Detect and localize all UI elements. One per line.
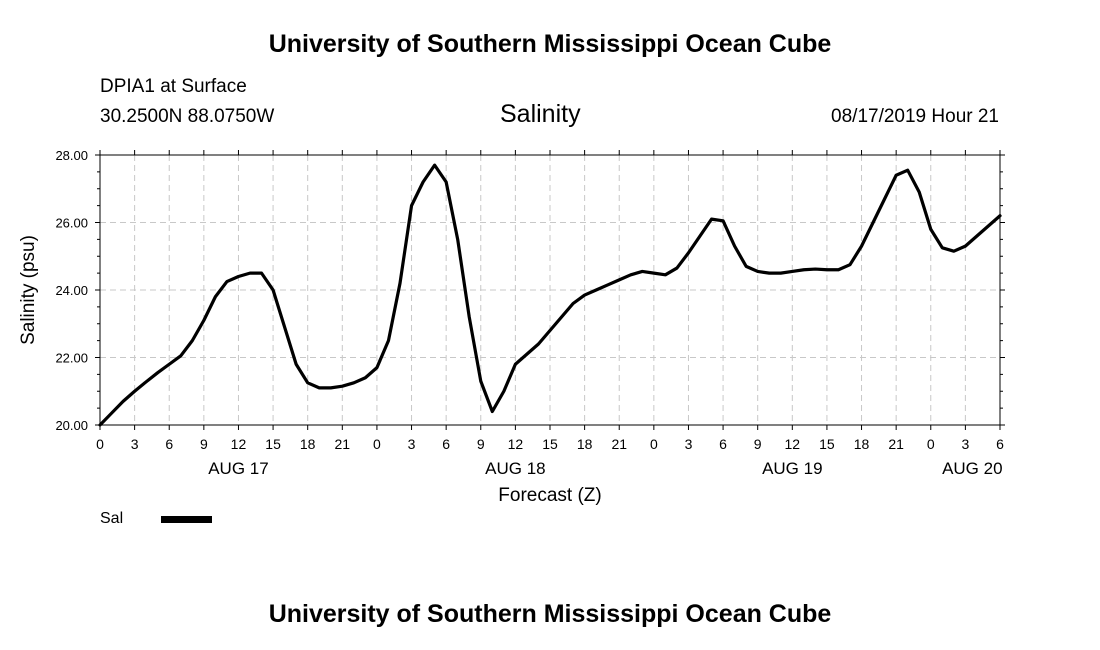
page-title: University of Southern Mississippi Ocean… (268, 30, 832, 58)
x-day-label: AUG 20 (942, 459, 1002, 478)
x-tick-label: 6 (719, 436, 727, 452)
y-tick-label: 24.00 (55, 283, 88, 298)
y-tick-label: 28.00 (55, 148, 88, 163)
x-tick-label: 0 (373, 436, 381, 452)
x-tick-label: 6 (165, 436, 173, 452)
legend-label: Sal (100, 510, 124, 527)
y-tick-label: 26.00 (55, 216, 88, 231)
plot-frame (99, 154, 1001, 426)
x-tick-label: 21 (335, 436, 351, 452)
label-layer: 20.00 22.00 24.00 26.00 28.00 0 3 6 9 12 15 18 21 0 3 6… (55, 148, 1004, 478)
station-coordinates: 30.2500N 88.0750W (100, 106, 275, 127)
x-tick-label: 12 (231, 436, 247, 452)
x-day-label: AUG 17 (208, 459, 268, 478)
x-tick-label: 3 (131, 436, 139, 452)
x-day-label: AUG 18 (485, 459, 545, 478)
x-day-label: AUG 19 (762, 459, 822, 478)
legend-swatch (161, 516, 212, 523)
chart-title: Salinity (500, 100, 581, 128)
x-tick-label: 21 (888, 436, 904, 452)
x-tick-label: 6 (996, 436, 1004, 452)
x-tick-label: 12 (508, 436, 524, 452)
footer-title: University of Southern Mississippi Ocean… (268, 600, 832, 628)
x-tick-label: 9 (200, 436, 208, 452)
y-tick-label: 22.00 (55, 351, 88, 366)
x-tick-label: 15 (542, 436, 558, 452)
x-tick-label: 18 (300, 436, 316, 452)
x-tick-label: 3 (961, 436, 969, 452)
x-tick-label: 9 (754, 436, 762, 452)
series-line-sal (98, 163, 1002, 427)
y-axis-title: Salinity (psu) (18, 235, 39, 345)
x-tick-label: 0 (650, 436, 658, 452)
x-tick-label: 15 (819, 436, 835, 452)
x-tick-label: 9 (477, 436, 485, 452)
x-tick-label: 3 (685, 436, 693, 452)
x-tick-label: 21 (611, 436, 627, 452)
x-axis-title: Forecast (Z) (498, 485, 601, 506)
y-tick-label: 20.00 (55, 418, 88, 433)
x-tick-label: 3 (408, 436, 416, 452)
x-tick-label: 0 (96, 436, 104, 452)
x-tick-label: 12 (785, 436, 801, 452)
x-tick-label: 18 (854, 436, 870, 452)
grid-layer (100, 155, 1000, 425)
x-tick-label: 15 (265, 436, 281, 452)
x-tick-label: 18 (577, 436, 593, 452)
x-tick-label: 0 (927, 436, 935, 452)
forecast-run-time: 08/17/2019 Hour 21 (831, 106, 999, 127)
x-tick-label: 6 (442, 436, 450, 452)
station-name: DPIA1 at Surface (100, 76, 247, 97)
